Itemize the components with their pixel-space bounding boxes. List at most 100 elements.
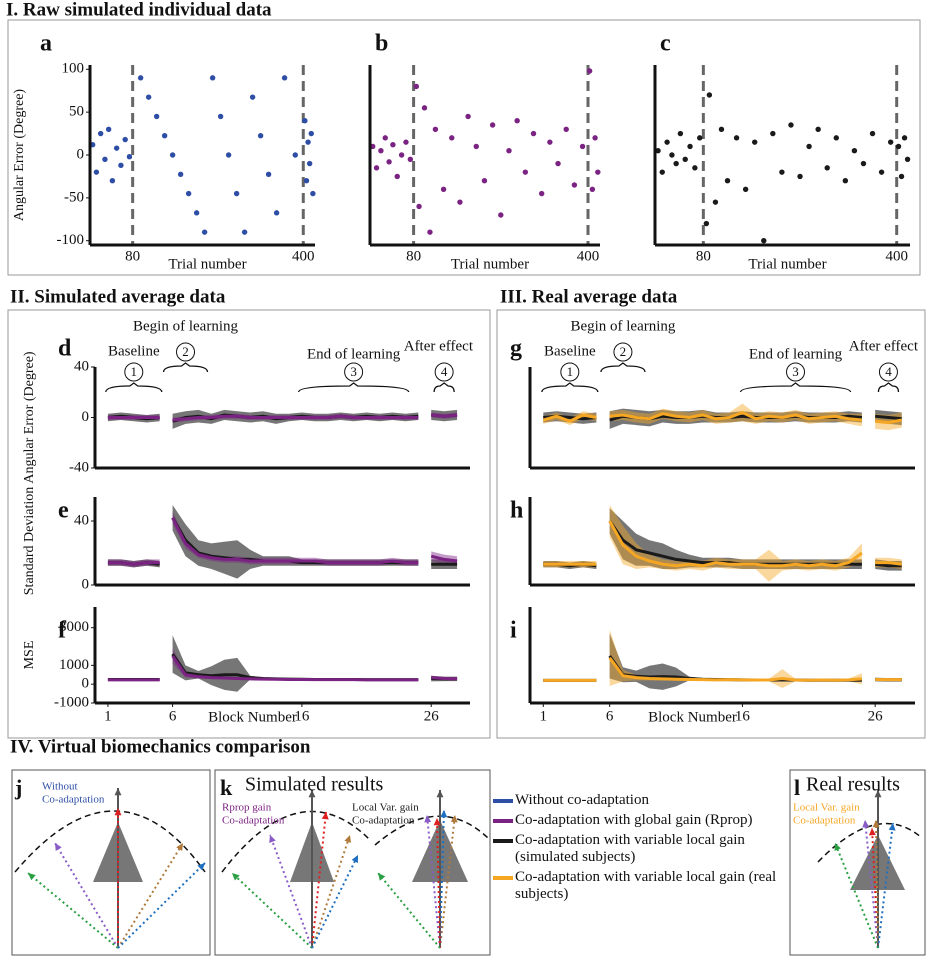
- point: [481, 178, 488, 184]
- point: [538, 190, 545, 197]
- mean-line: [543, 520, 902, 568]
- arrow-head: [28, 873, 36, 881]
- y-tick-label: 40: [74, 512, 89, 528]
- panel-letter: a: [40, 31, 52, 57]
- x-axis-label: Trial number: [168, 256, 246, 272]
- point: [421, 105, 428, 111]
- y-tick-label: -100: [57, 232, 85, 248]
- legend-item: Co-adaptation with variable local gain (…: [493, 832, 788, 866]
- y-tick-label: 0: [82, 676, 90, 692]
- point: [177, 171, 184, 177]
- phase-number: 3: [350, 364, 357, 379]
- legend-label: Co-adaptation with global gain (Rprop): [515, 812, 753, 828]
- point: [457, 199, 463, 205]
- legend-label: Co-adaptation with variable local gain (…: [515, 832, 745, 865]
- point: [706, 92, 713, 98]
- point: [413, 83, 420, 90]
- point: [904, 156, 911, 162]
- legend-label: Without co-adaptation: [515, 792, 649, 808]
- arrow-head: [321, 812, 329, 820]
- mean-line: [542, 410, 903, 425]
- point: [779, 169, 785, 175]
- panel-letter: l: [794, 775, 800, 800]
- legend-label: Co-adaptation with variable local gain (…: [515, 869, 777, 902]
- point: [692, 165, 698, 171]
- phase-number: 1: [567, 364, 574, 379]
- phase-label: End of learning: [307, 346, 401, 362]
- legend-swatch: [493, 839, 513, 843]
- point: [571, 182, 578, 188]
- arrow-head: [874, 790, 882, 798]
- point: [878, 169, 885, 175]
- point: [306, 160, 313, 167]
- mean-line: [107, 517, 458, 566]
- point: [427, 229, 433, 235]
- mean-line: [107, 413, 458, 422]
- legend-swatch: [493, 876, 513, 880]
- point: [382, 135, 388, 141]
- x-tick-label: 80: [696, 248, 711, 264]
- arrow-head: [440, 810, 448, 818]
- error-band: [107, 635, 458, 692]
- x-axis-label: Block Number: [208, 709, 297, 725]
- panel-note: Local Var. gain: [793, 802, 860, 814]
- legend-item: Co-adaptation with variable local gain (…: [493, 869, 788, 903]
- phase-circle: [344, 362, 364, 382]
- point: [655, 148, 661, 154]
- point: [489, 122, 496, 128]
- brace: [433, 382, 455, 393]
- point: [682, 156, 688, 162]
- point: [842, 178, 849, 184]
- panel-note: Rprop gain: [222, 802, 272, 814]
- arrow-head: [450, 815, 458, 823]
- panel-letter: b: [375, 31, 388, 57]
- arrow: [27, 872, 119, 949]
- arrow: [426, 814, 441, 949]
- point: [161, 133, 168, 139]
- panel-letter: d: [58, 336, 72, 362]
- phase-number: 2: [620, 344, 627, 359]
- phase-number: 2: [182, 344, 189, 359]
- legend-swatch: [493, 799, 513, 803]
- point: [742, 186, 749, 192]
- phase-label: After effect: [404, 338, 474, 354]
- phase-number: 4: [441, 364, 448, 379]
- point: [522, 169, 529, 175]
- panel-note: Co-adaptation: [793, 815, 856, 827]
- arrow: [877, 822, 894, 949]
- error-band: [107, 511, 458, 568]
- panel-letter: i: [510, 618, 517, 644]
- arrow: [864, 819, 879, 949]
- panel-letter: k: [220, 775, 233, 800]
- point: [390, 142, 396, 148]
- point: [770, 130, 776, 137]
- panel-title: Simulated results: [245, 774, 384, 796]
- panel-letter: c: [660, 31, 671, 57]
- point: [586, 68, 593, 74]
- point: [860, 160, 867, 167]
- x-tick-label: 16: [294, 708, 310, 724]
- x-axis-label: Block Number: [648, 709, 737, 725]
- point: [118, 162, 124, 168]
- point: [869, 130, 876, 137]
- panel-letter: e: [58, 498, 69, 524]
- point: [407, 156, 414, 162]
- x-tick-label: 1: [104, 708, 112, 724]
- point: [209, 75, 216, 81]
- point: [547, 139, 553, 145]
- x-tick-label: 16: [735, 708, 751, 724]
- arrow-head: [197, 863, 205, 871]
- point: [589, 186, 596, 192]
- point: [109, 178, 116, 184]
- phase-circle: [434, 362, 454, 382]
- point: [145, 94, 152, 100]
- panel-letter: h: [510, 498, 523, 524]
- brace: [877, 382, 900, 393]
- x-axis-label: Trial number: [451, 256, 529, 272]
- point: [563, 126, 569, 132]
- x-tick-label: 1: [540, 708, 548, 724]
- point: [530, 130, 537, 137]
- point: [901, 135, 908, 141]
- point: [833, 135, 839, 141]
